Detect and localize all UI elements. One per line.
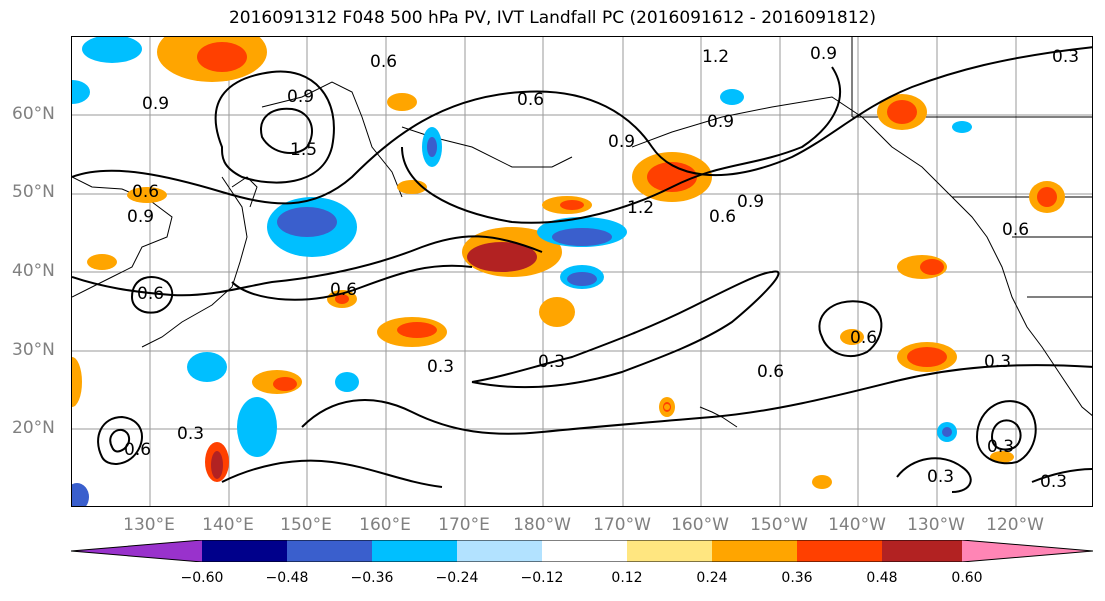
colorbar-extend-min — [71, 540, 202, 562]
lat-label-60n: 60°N — [12, 104, 55, 124]
contour-label: 1.2 — [702, 47, 729, 67]
contour-label: 0.6 — [517, 90, 544, 110]
contour-label: 0.6 — [132, 182, 159, 202]
colorbar-segment — [712, 540, 797, 562]
colorbar-segment — [797, 540, 882, 562]
contour-label: 0.9 — [142, 94, 169, 114]
colorbar-extend-max — [962, 540, 1093, 562]
lon-label-180w: 180°W — [513, 515, 571, 535]
lon-label-150e: 150°E — [280, 515, 332, 535]
map-panel: 0.6 0.9 1.2 0.9 0.6 0.9 0.9 1.5 0.9 0.6 … — [71, 36, 1093, 507]
colorbar-segment — [627, 540, 712, 562]
contour-label: 0.6 — [757, 362, 784, 382]
colorbar — [71, 540, 1093, 562]
colorbar-tick: 0.24 — [696, 570, 728, 586]
contour-label: 0.9 — [737, 192, 764, 212]
contour-label: 0.3 — [538, 352, 565, 372]
colorbar-tick: 0.36 — [781, 570, 813, 586]
lon-label-130e: 130°E — [123, 515, 175, 535]
contour-label: 0.9 — [810, 44, 837, 64]
colorbar-tick: 0.60 — [951, 570, 983, 586]
colorbar-segment — [882, 540, 967, 562]
contour-label: 1.5 — [290, 140, 317, 160]
contour-label: 0.6 — [370, 52, 397, 72]
lat-label-20n: 20°N — [12, 418, 55, 438]
lon-label-160w: 160°W — [671, 515, 729, 535]
colorbar-segment — [372, 540, 457, 562]
colorbar-segment — [542, 540, 627, 562]
colorbar-segment — [287, 540, 372, 562]
ivt-contours — [72, 46, 1092, 493]
lat-label-30n: 30°N — [12, 340, 55, 360]
hawaii-islands — [699, 406, 738, 428]
contour-label: 0.3 — [987, 437, 1014, 457]
contour-label: 0.3 — [1040, 472, 1067, 492]
alaska-coast — [631, 96, 953, 198]
colorbar-tick: 0.48 — [866, 570, 898, 586]
borders — [851, 37, 1092, 298]
map-title: 2016091312 F048 500 hPa PV, IVT Landfall… — [228, 8, 876, 28]
lat-label-40n: 40°N — [12, 261, 55, 281]
contour-label: 0.3 — [927, 467, 954, 487]
colorbar-segments — [71, 540, 1093, 562]
contour-label: 0.3 — [177, 424, 204, 444]
contour-label: 0.6 — [709, 207, 736, 227]
contour-labels: 0.6 0.9 1.2 0.9 0.6 0.9 0.9 1.5 0.9 0.6 … — [124, 44, 1079, 492]
colorbar-tick: −0.60 — [180, 570, 224, 586]
lon-label-130w: 130°W — [907, 515, 965, 535]
north-america-coast — [951, 196, 1092, 416]
lon-label-140e: 140°E — [202, 515, 254, 535]
hokkaido-coast — [231, 176, 258, 208]
colorbar-tick: −0.24 — [435, 570, 479, 586]
contour-label: 0.6 — [124, 440, 151, 460]
coastlines — [72, 37, 1092, 428]
contour-label: 0.9 — [127, 207, 154, 227]
contour-label: 0.9 — [707, 112, 734, 132]
contour-label: 0.3 — [427, 357, 454, 377]
japan-coast — [141, 176, 248, 348]
colorbar-segment — [202, 540, 287, 562]
contour-label: 0.9 — [287, 87, 314, 107]
lat-label-50n: 50°N — [12, 182, 55, 202]
lon-label-150w: 150°W — [750, 515, 808, 535]
colorbar-tick: −0.36 — [350, 570, 394, 586]
colorbar-tick: 0.12 — [611, 570, 643, 586]
contour-label: 0.6 — [850, 328, 877, 348]
colorbar-tick: −0.48 — [265, 570, 309, 586]
contour-label: 0.6 — [1002, 220, 1029, 240]
contour-label: 0.3 — [984, 352, 1011, 372]
asia-coast — [72, 176, 173, 298]
lon-label-140w: 140°W — [828, 515, 886, 535]
lon-label-170w: 170°W — [593, 515, 651, 535]
lon-label-160e: 160°E — [359, 515, 411, 535]
contour-label: 0.9 — [608, 132, 635, 152]
kamchatka-coast — [261, 81, 403, 198]
lon-label-120w: 120°W — [986, 515, 1044, 535]
pv-anomaly-fills — [72, 37, 1065, 506]
contour-label: 0.6 — [137, 284, 164, 304]
map-canvas: 0.6 0.9 1.2 0.9 0.6 0.9 0.9 1.5 0.9 0.6 … — [72, 37, 1092, 506]
contour-label: 1.2 — [627, 198, 654, 218]
contour-label: 0.3 — [1052, 47, 1079, 67]
colorbar-tick: −0.12 — [520, 570, 564, 586]
contour-label: 0.6 — [330, 280, 357, 300]
lon-label-170e: 170°E — [438, 515, 490, 535]
colorbar-segment — [457, 540, 542, 562]
